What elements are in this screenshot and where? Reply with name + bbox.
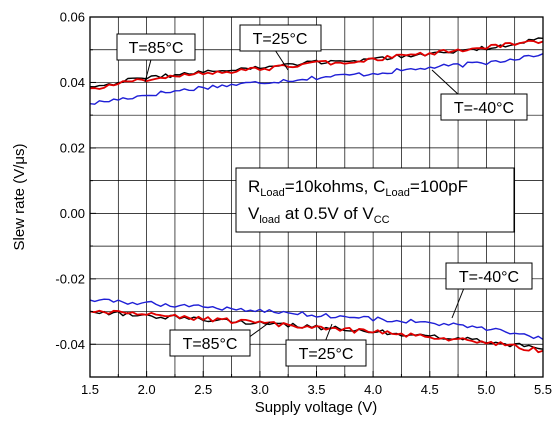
- callout-label: T=-40°C: [454, 100, 514, 117]
- callout-t25-bottom: T=25°C: [285, 323, 367, 367]
- y-axis-label: Slew rate (V/μs): [11, 143, 28, 250]
- callout-box: [440, 93, 528, 121]
- series-line-t25-rise: [89, 39, 544, 90]
- condition-box: [235, 167, 515, 233]
- callout-box: [285, 339, 367, 367]
- x-tick-label: 3.0: [251, 382, 269, 397]
- callout-label: T=85°C: [183, 336, 238, 353]
- y-tick-label: -0.04: [55, 337, 85, 352]
- callout-t40-top: T=-40°C: [431, 69, 528, 121]
- callout-box: [239, 24, 322, 52]
- r-subscript: Load: [260, 187, 284, 199]
- callout-label: T=85°C: [129, 40, 184, 57]
- callout-box: [116, 33, 196, 61]
- callout-label: T=25°C: [299, 346, 354, 363]
- series-line-tneg40-rise: [89, 53, 544, 105]
- y-tick-label: 0.00: [60, 206, 85, 221]
- x-axis-label: Supply voltage (V): [255, 399, 378, 416]
- callout-t85-top: T=85°C: [116, 33, 196, 83]
- callout-leader: [324, 323, 333, 343]
- x-tick-label: 2.5: [194, 382, 212, 397]
- callout-leader: [274, 49, 289, 71]
- callout-leader: [431, 69, 461, 97]
- x-tick-label: 4.0: [364, 382, 382, 397]
- tick-labels: 0.06 0.04 0.02 0.00 -0.02 -0.04 1.5 2.0 2.5 3.0 3.…: [55, 10, 552, 398]
- x-tick-label: 5.5: [534, 382, 552, 397]
- callout-t25-top: T=25°C: [239, 24, 322, 71]
- callout-label: T=-40°C: [459, 269, 519, 286]
- vcc-subscript: CC: [374, 214, 390, 226]
- load-voltage-text: at 0.5V of V: [280, 204, 374, 223]
- callout-label: T=25°C: [253, 31, 308, 48]
- axis-ticks: [89, 16, 544, 378]
- v-symbol: V: [248, 204, 260, 223]
- series-line-tneg40-fall: [89, 298, 544, 340]
- x-tick-label: 1.5: [81, 382, 99, 397]
- condition-line-1: RLoad=10kohms, CLoad=100pF: [248, 177, 468, 199]
- v-subscript: load: [259, 214, 280, 226]
- y-tick-label: 0.04: [60, 75, 85, 90]
- y-tick-label: 0.02: [60, 140, 85, 155]
- x-tick-label: 3.5: [307, 382, 325, 397]
- c-subscript: Load: [385, 187, 409, 199]
- condition-annotation: RLoad=10kohms, CLoad=100pF Vload at 0.5V…: [235, 167, 515, 233]
- series-line-t25-fall: [89, 309, 544, 354]
- callout-t85-bottom: T=85°C: [169, 321, 271, 357]
- x-tick-label: 4.5: [421, 382, 439, 397]
- y-tick-label: -0.02: [55, 271, 85, 286]
- resistance-value: =10kohms, C: [285, 177, 386, 196]
- data-series: [89, 37, 544, 354]
- callout-box: [169, 329, 251, 357]
- r-symbol: R: [248, 177, 260, 196]
- callout-t40-bottom: T=-40°C: [445, 262, 533, 319]
- y-tick-label: 0.06: [60, 10, 85, 25]
- x-tick-label: 5.0: [477, 382, 495, 397]
- callout-box: [445, 262, 533, 290]
- callout-leader: [247, 321, 271, 339]
- capacitance-value: =100pF: [410, 177, 468, 196]
- condition-line-2: Vload at 0.5V of VCC: [248, 204, 390, 226]
- x-tick-label: 2.0: [138, 382, 156, 397]
